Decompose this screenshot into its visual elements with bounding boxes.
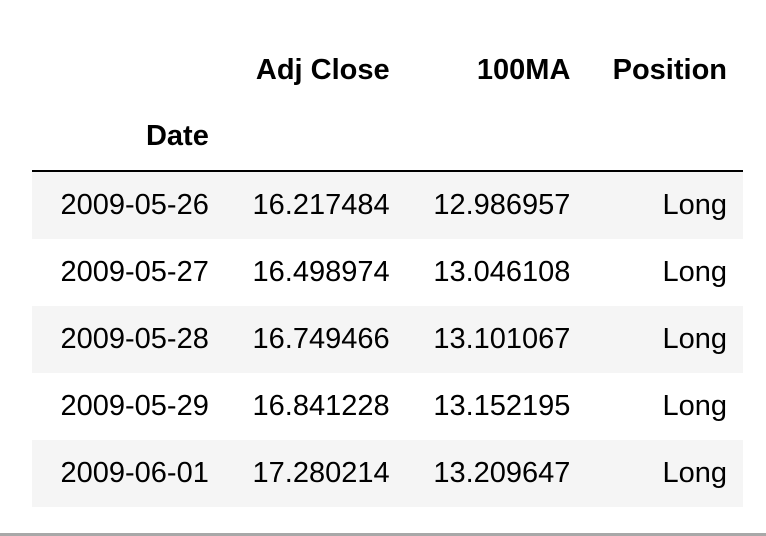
column-header-position: Position <box>612 53 727 86</box>
table-body: 2009-05-26 16.217484 12.986957 Long 2009… <box>32 171 743 507</box>
dataframe-table: Adj Close 100MA Position Date 2009-05-26… <box>32 37 743 507</box>
cell-100ma: 13.046108 <box>405 239 587 306</box>
cell-position: Long <box>586 306 743 373</box>
row-date: 2009-06-01 <box>32 440 225 507</box>
row-date: 2009-05-29 <box>32 373 225 440</box>
row-date: 2009-05-27 <box>32 239 225 306</box>
index-header-date: Date <box>32 103 225 172</box>
cell-position: Long <box>586 440 743 507</box>
cell-position: Long <box>586 239 743 306</box>
row-date: 2009-05-26 <box>32 171 225 239</box>
header-corner <box>32 37 225 103</box>
table-row: 2009-05-29 16.841228 13.152195 Long <box>32 373 743 440</box>
cell-100ma: 13.152195 <box>405 373 587 440</box>
table-row: 2009-06-01 17.280214 13.209647 Long <box>32 440 743 507</box>
column-header-100ma: 100MA <box>476 53 571 86</box>
cell-position: Long <box>586 171 743 239</box>
index-row-empty-cell <box>586 103 743 172</box>
cell-100ma: 12.986957 <box>405 171 587 239</box>
table-row: 2009-05-27 16.498974 13.046108 Long <box>32 239 743 306</box>
column-header-adj-close: Adj Close <box>255 53 390 86</box>
index-name-row: Date <box>32 103 743 172</box>
cell-100ma: 13.101067 <box>405 306 587 373</box>
table-header: Adj Close 100MA Position Date <box>32 37 743 172</box>
table-row: 2009-05-26 16.217484 12.986957 Long <box>32 171 743 239</box>
output-divider <box>0 533 766 536</box>
cell-adj-close: 17.280214 <box>224 440 406 507</box>
index-row-empty-cell <box>224 103 406 172</box>
table-row: 2009-05-28 16.749466 13.101067 Long <box>32 306 743 373</box>
cell-position: Long <box>586 373 743 440</box>
row-date: 2009-05-28 <box>32 306 225 373</box>
cell-adj-close: 16.841228 <box>224 373 406 440</box>
column-header-row: Adj Close 100MA Position <box>32 37 743 103</box>
cell-100ma: 13.209647 <box>405 440 587 507</box>
cell-adj-close: 16.749466 <box>224 306 406 373</box>
cell-adj-close: 16.217484 <box>224 171 406 239</box>
index-row-empty-cell <box>405 103 587 172</box>
cell-adj-close: 16.498974 <box>224 239 406 306</box>
